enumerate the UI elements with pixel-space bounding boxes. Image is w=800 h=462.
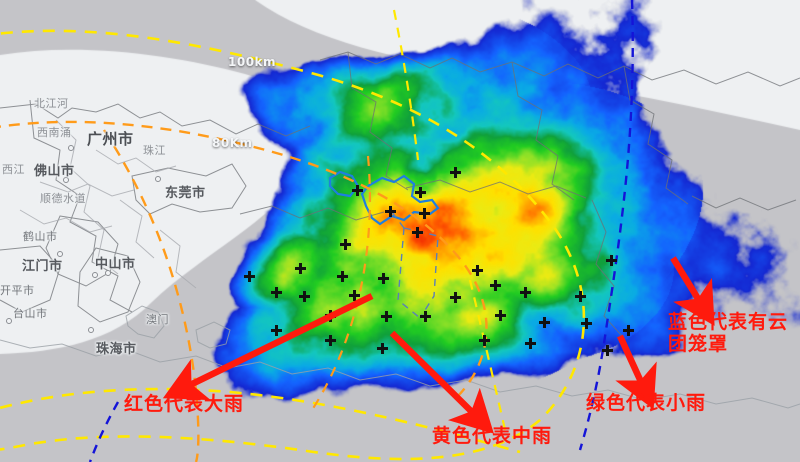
annotation-moderate-rain: 黄色代表中雨 [432, 425, 553, 447]
city-dot [155, 176, 161, 182]
range-ring-80km-radial [102, 129, 200, 462]
annotation-heavy-rain: 红色代表大雨 [124, 393, 245, 415]
city-dot [57, 251, 63, 257]
range-ring-80km [0, 120, 488, 399]
city-dot [6, 318, 12, 324]
track-line-blue [578, 0, 634, 451]
track-line-blue-sw [88, 401, 120, 462]
city-dot [68, 145, 74, 151]
annotation-arrow-light-rain [615, 334, 657, 410]
admin-boundaries [0, 51, 800, 337]
annotation-arrow-cloud-cover [670, 256, 715, 326]
city-dot [88, 327, 94, 333]
city-dot [63, 177, 69, 183]
river-network [19, 119, 197, 289]
annotation-arrow-moderate-rain [389, 330, 494, 434]
city-dot [92, 272, 98, 278]
range-ring-radial-yellow-n [392, 9, 420, 161]
annotation-cloud-cover: 蓝色代表有云 团笼罩 [668, 311, 789, 355]
range-ring-80km-inner [311, 155, 372, 411]
range-ring-radial-yellow [468, 279, 508, 435]
coastline [0, 305, 800, 409]
annotation-light-rain: 绿色代表小雨 [586, 392, 707, 414]
city-dot [105, 270, 111, 276]
annotation-arrow-heavy-rain [162, 293, 374, 401]
range-ring-100km-south [0, 387, 521, 454]
